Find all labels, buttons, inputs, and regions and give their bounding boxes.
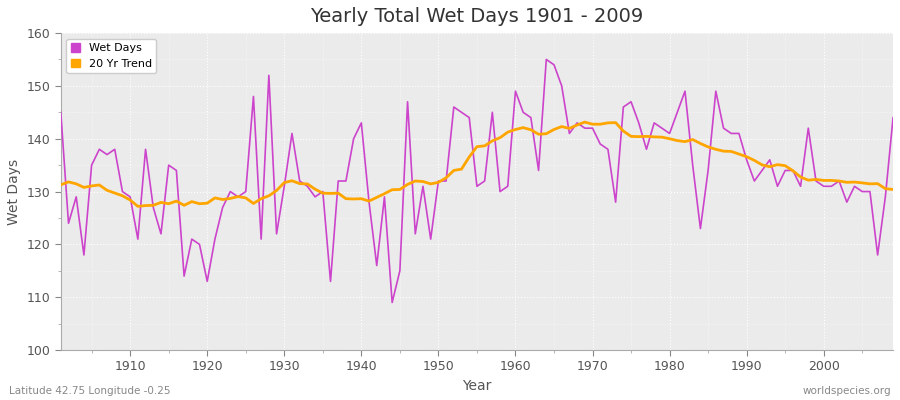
20 Yr Trend — [618, 129, 629, 134]
Wet Days — [387, 300, 398, 305]
Wet Days — [286, 131, 297, 136]
20 Yr Trend — [510, 127, 521, 132]
Wet Days — [56, 110, 67, 115]
Wet Days — [117, 189, 128, 194]
20 Yr Trend — [340, 196, 351, 201]
Wet Days — [510, 89, 521, 94]
20 Yr Trend — [56, 182, 67, 187]
20 Yr Trend — [294, 181, 305, 186]
20 Yr Trend — [518, 125, 528, 130]
Title: Yearly Total Wet Days 1901 - 2009: Yearly Total Wet Days 1901 - 2009 — [310, 7, 644, 26]
20 Yr Trend — [132, 204, 143, 209]
Wet Days — [618, 105, 629, 110]
Wet Days — [887, 115, 898, 120]
Wet Days — [541, 57, 552, 62]
20 Yr Trend — [887, 187, 898, 192]
Legend: Wet Days, 20 Yr Trend: Wet Days, 20 Yr Trend — [67, 39, 156, 73]
X-axis label: Year: Year — [463, 379, 491, 393]
20 Yr Trend — [580, 120, 590, 124]
Text: Latitude 42.75 Longitude -0.25: Latitude 42.75 Longitude -0.25 — [9, 386, 170, 396]
Wet Days — [333, 179, 344, 184]
Y-axis label: Wet Days: Wet Days — [7, 158, 21, 225]
Wet Days — [518, 110, 528, 115]
Line: Wet Days: Wet Days — [61, 60, 893, 302]
20 Yr Trend — [117, 193, 128, 198]
Line: 20 Yr Trend: 20 Yr Trend — [61, 122, 893, 206]
Text: worldspecies.org: worldspecies.org — [803, 386, 891, 396]
